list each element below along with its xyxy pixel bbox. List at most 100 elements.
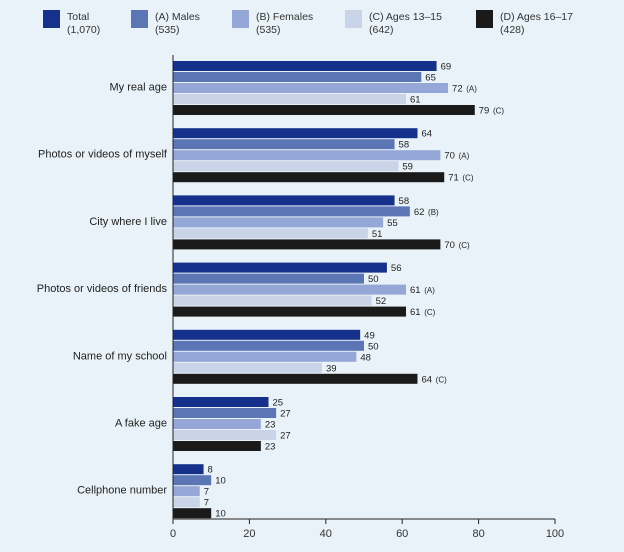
data-label-cellphone-number-d-ages-16-17: 10 <box>215 509 226 520</box>
category-label-cellphone-number: Cellphone number <box>77 485 167 497</box>
data-label-city-where-i-live-b-females: 55 <box>387 218 398 229</box>
sig-label-my-real-age-b-females: (A) <box>466 85 477 94</box>
legend-count-a-males: (535) <box>155 24 180 36</box>
bar-photos-or-videos-of-friends-b-females <box>173 284 407 295</box>
sig-label-photos-or-videos-of-friends-d-ages-16-17: (C) <box>424 308 435 317</box>
sig-label-city-where-i-live-d-ages-16-17: (C) <box>459 241 470 250</box>
data-label-photos-or-videos-of-friends-d-ages-16-17: 61 <box>410 307 421 318</box>
bar-cellphone-number-d-ages-16-17 <box>173 508 212 519</box>
data-label-a-fake-age-d-ages-16-17: 23 <box>265 442 276 453</box>
legend-label-total: Total <box>67 11 89 23</box>
data-label-name-of-my-school-b-females: 48 <box>360 352 371 363</box>
data-label-name-of-my-school-d-ages-16-17: 64 <box>421 374 432 385</box>
legend-label-c-ages-13-15: (C) Ages 13–15 <box>369 11 442 23</box>
data-label-my-real-age-a-males: 65 <box>425 73 436 84</box>
bar-name-of-my-school-b-females <box>173 351 357 362</box>
bar-photos-or-videos-of-friends-a-males <box>173 273 364 284</box>
sig-label-city-where-i-live-a-males: (B) <box>428 208 439 217</box>
x-tick-label-80: 80 <box>472 528 484 540</box>
bar-city-where-i-live-b-females <box>173 217 384 228</box>
sig-label-photos-or-videos-of-myself-b-females: (A) <box>459 152 470 161</box>
data-label-a-fake-age-a-males: 27 <box>280 409 291 420</box>
bar-my-real-age-b-females <box>173 83 449 93</box>
bar-a-fake-age-total <box>173 397 269 407</box>
bar-name-of-my-school-d-ages-16-17 <box>173 373 418 384</box>
legend-swatch-c-ages-13-15 <box>345 10 362 28</box>
bar-a-fake-age-d-ages-16-17 <box>173 441 261 451</box>
category-labels: My real age Photos or videos of myself Cit… <box>37 82 168 497</box>
bar-cellphone-number-b-females <box>173 486 200 497</box>
bar-name-of-my-school-c-ages-13-15 <box>173 362 322 373</box>
bar-name-of-my-school-a-males <box>173 340 364 351</box>
legend-label-a-males: (A) Males <box>155 11 200 23</box>
legend: Total(1,070)(A) Males(535)(B) Females(53… <box>43 10 573 36</box>
data-label-photos-or-videos-of-myself-a-males: 58 <box>399 140 410 151</box>
category-label-photos-or-videos-of-myself: Photos or videos of myself <box>38 149 168 161</box>
legend-count-d-ages-16-17: (428) <box>500 24 525 36</box>
data-label-city-where-i-live-d-ages-16-17: 70 <box>444 240 455 251</box>
category-label-my-real-age: My real age <box>110 82 167 94</box>
data-label-photos-or-videos-of-myself-d-ages-16-17: 71 <box>448 173 459 184</box>
bar-city-where-i-live-d-ages-16-17 <box>173 239 441 250</box>
data-label-name-of-my-school-a-males: 50 <box>368 341 379 352</box>
data-label-cellphone-number-a-males: 10 <box>215 476 226 487</box>
data-label-a-fake-age-b-females: 23 <box>265 420 276 431</box>
data-label-city-where-i-live-c-ages-13-15: 51 <box>372 229 383 240</box>
data-label-photos-or-videos-of-friends-c-ages-13-15: 52 <box>376 296 387 307</box>
data-label-a-fake-age-c-ages-13-15: 27 <box>280 431 291 442</box>
data-label-cellphone-number-c-ages-13-15: 7 <box>204 498 209 509</box>
data-label-name-of-my-school-c-ages-13-15: 39 <box>326 363 337 374</box>
data-label-photos-or-videos-of-myself-b-females: 70 <box>444 151 455 162</box>
sig-label-my-real-age-d-ages-16-17: (C) <box>493 107 504 116</box>
data-label-my-real-age-total: 69 <box>441 62 452 73</box>
bar-photos-or-videos-of-myself-a-males <box>173 139 395 150</box>
sig-label-photos-or-videos-of-friends-b-females: (A) <box>424 286 435 295</box>
bar-a-fake-age-b-females <box>173 419 261 429</box>
category-label-name-of-my-school: Name of my school <box>73 350 167 362</box>
bar-my-real-age-d-ages-16-17 <box>173 105 475 115</box>
x-tick-label-100: 100 <box>546 528 564 540</box>
bar-city-where-i-live-total <box>173 195 395 206</box>
data-label-a-fake-age-total: 25 <box>273 398 284 409</box>
bar-photos-or-videos-of-friends-total <box>173 262 387 273</box>
data-label-city-where-i-live-a-males: 62 <box>414 207 425 218</box>
data-label-my-real-age-b-females: 72 <box>452 84 463 95</box>
bar-cellphone-number-total <box>173 464 204 475</box>
x-tick-label-20: 20 <box>243 528 255 540</box>
category-label-a-fake-age: A fake age <box>115 418 167 430</box>
category-label-city-where-i-live: City where I live <box>89 216 167 228</box>
bar-city-where-i-live-c-ages-13-15 <box>173 228 368 239</box>
data-label-photos-or-videos-of-myself-total: 64 <box>421 129 432 140</box>
data-label-cellphone-number-total: 8 <box>208 465 213 476</box>
category-label-photos-or-videos-of-friends: Photos or videos of friends <box>37 283 168 295</box>
legend-count-c-ages-13-15: (642) <box>369 24 394 36</box>
data-label-photos-or-videos-of-myself-c-ages-13-15: 59 <box>402 162 413 173</box>
data-label-photos-or-videos-of-friends-total: 56 <box>391 263 402 274</box>
bar-photos-or-videos-of-myself-total <box>173 128 418 139</box>
bar-my-real-age-a-males <box>173 72 422 82</box>
bar-photos-or-videos-of-friends-c-ages-13-15 <box>173 295 372 306</box>
data-label-photos-or-videos-of-friends-b-females: 61 <box>410 285 421 296</box>
legend-label-d-ages-16-17: (D) Ages 16–17 <box>500 11 573 23</box>
x-tick-label-60: 60 <box>396 528 408 540</box>
bar-photos-or-videos-of-myself-b-females <box>173 150 441 161</box>
legend-swatch-a-males <box>131 10 148 28</box>
legend-count-total: (1,070) <box>67 24 100 36</box>
sig-label-photos-or-videos-of-myself-d-ages-16-17: (C) <box>462 174 473 183</box>
legend-label-b-females: (B) Females <box>256 11 313 23</box>
bar-a-fake-age-a-males <box>173 408 277 418</box>
bar-cellphone-number-c-ages-13-15 <box>173 497 200 508</box>
bar-my-real-age-c-ages-13-15 <box>173 94 407 104</box>
legend-swatch-b-females <box>232 10 249 28</box>
legend-count-b-females: (535) <box>256 24 281 36</box>
x-tick-label-40: 40 <box>320 528 332 540</box>
data-label-photos-or-videos-of-friends-a-males: 50 <box>368 274 379 285</box>
sig-label-name-of-my-school-d-ages-16-17: (C) <box>436 375 447 384</box>
x-axis: 0 20 40 60 80 100 <box>170 55 564 540</box>
x-tick-label-0: 0 <box>170 528 176 540</box>
legend-swatch-total <box>43 10 60 28</box>
data-label-name-of-my-school-total: 49 <box>364 330 375 341</box>
